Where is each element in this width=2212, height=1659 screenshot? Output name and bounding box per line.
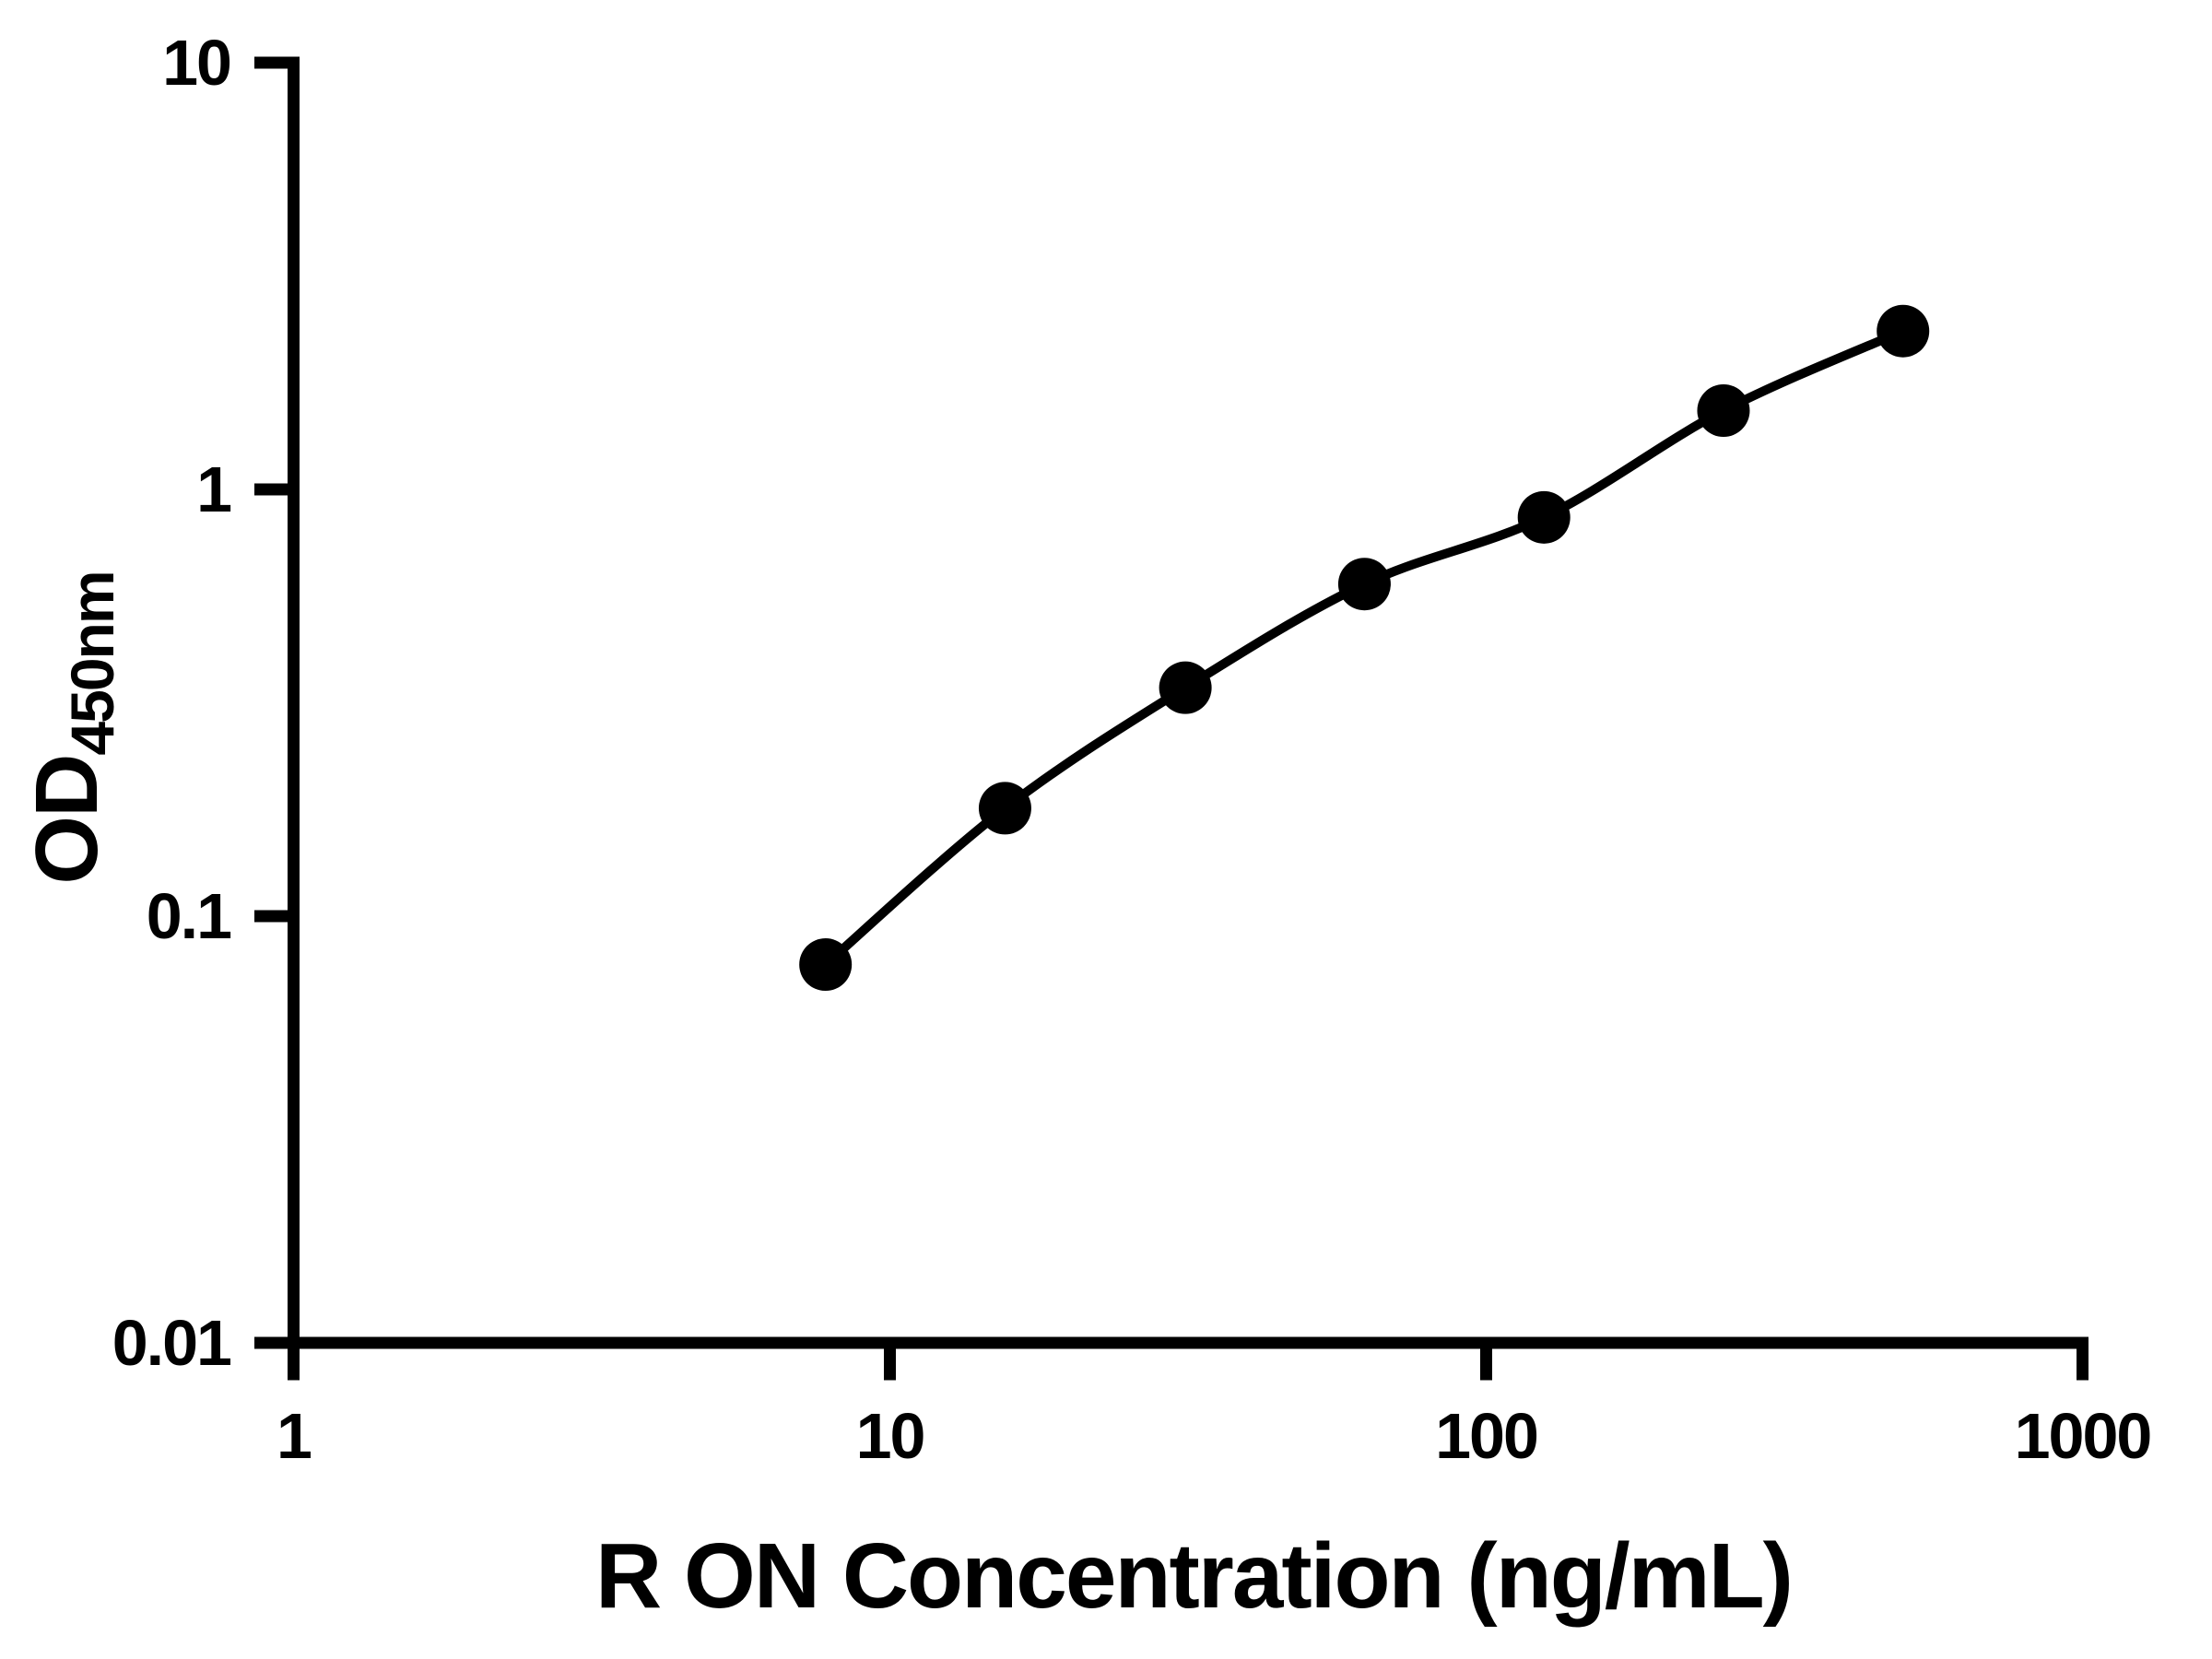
x-tick-label: 1000 [2015,1400,2151,1472]
data-point-marker [1517,490,1571,544]
y-axis-title-main: OD [18,756,116,885]
x-axis-title: R ON Concentration (ng/mL) [595,1524,1792,1628]
y-tick-label: 0.1 [147,880,230,952]
axes [254,56,2088,1381]
data-point-marker [978,782,1031,835]
x-tick-label: 1 [276,1400,311,1472]
data-point-marker [1159,661,1212,714]
data-point-marker [1697,383,1750,437]
y-axis-title: OD450nm [18,571,126,884]
data-point-marker [1877,304,1930,358]
plot-series [799,304,1930,992]
y-tick-label: 0.01 [112,1307,230,1379]
y-tick-label: 10 [162,27,230,99]
x-tick-label: 100 [1435,1400,1537,1472]
y-tick-label: 1 [196,453,230,525]
y-axis-title-subscript: 450nm [58,571,126,755]
axis-ticks: 10 1 0.1 0.01 1 10 100 1000 [112,27,2153,1472]
data-point-marker [799,938,853,992]
x-tick-label: 10 [856,1400,924,1472]
data-point-marker [1337,558,1391,611]
